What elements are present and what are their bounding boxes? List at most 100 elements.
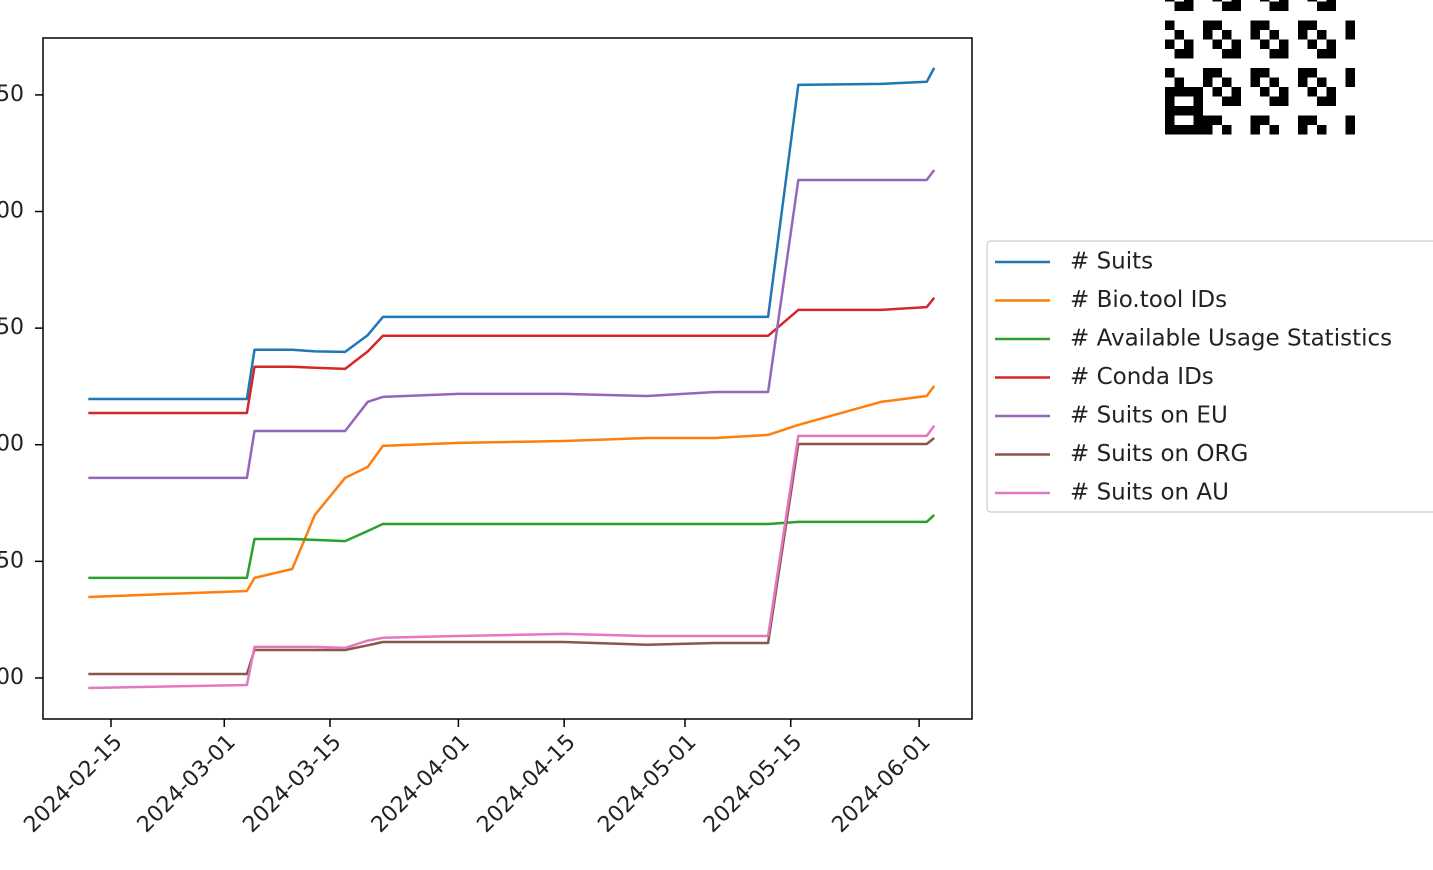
- qr-cell: [1203, 115, 1213, 125]
- legend-label: # Available Usage Statistics: [1070, 326, 1392, 352]
- qr-cell: [1203, 68, 1213, 78]
- qr-cell: [1250, 77, 1260, 87]
- qr-cell: [1193, 125, 1203, 135]
- qr-cell: [1165, 39, 1175, 49]
- qr-cell: [1298, 68, 1308, 78]
- qr-cell: [1326, 1, 1336, 11]
- qr-cell: [1165, 87, 1175, 97]
- x-tick-label: 2024-03-15: [238, 730, 346, 838]
- qr-cell: [1317, 125, 1327, 135]
- qr-cell: [1250, 125, 1260, 135]
- x-tick-label: 2024-06-01: [828, 730, 936, 838]
- series-line: [88, 437, 935, 676]
- legend-label: # Suits on AU: [1070, 480, 1229, 506]
- qr-cell: [1231, 87, 1241, 97]
- legend-box: [986, 240, 1433, 513]
- qr-cell: [1326, 96, 1336, 106]
- qr-cell: [1222, 77, 1232, 87]
- qr-cell: [1203, 125, 1213, 135]
- qr-cell: [1165, 125, 1175, 135]
- qr-cell: [1326, 49, 1336, 59]
- qr-cell: [1165, 115, 1175, 125]
- qr-cell: [1269, 125, 1279, 135]
- qr-cell: [1184, 49, 1194, 59]
- qr-cell: [1298, 20, 1308, 30]
- qr-cell: [1279, 0, 1289, 2]
- qr-cell: [1184, 0, 1194, 2]
- qr-cell: [1317, 30, 1327, 40]
- qr-cell: [1250, 20, 1260, 30]
- qr-cell: [1222, 125, 1232, 135]
- qr-cell: [1212, 0, 1222, 2]
- plot-frame: [42, 37, 973, 720]
- y-tick-label: 100: [0, 665, 24, 690]
- qr-code: [1165, 0, 1355, 135]
- qr-cell: [1174, 77, 1184, 87]
- x-tick-label: 2024-04-15: [473, 730, 581, 838]
- qr-cell: [1317, 49, 1327, 59]
- legend-label: # Conda IDs: [1070, 364, 1214, 390]
- y-tick-label: 150: [0, 548, 24, 573]
- qr-cell: [1260, 87, 1270, 97]
- qr-cell: [1193, 106, 1203, 116]
- qr-cell: [1212, 39, 1222, 49]
- qr-cell: [1193, 96, 1203, 106]
- qr-cell: [1279, 87, 1289, 97]
- qr-cell: [1279, 1, 1289, 11]
- qr-cell: [1279, 96, 1289, 106]
- qr-cell: [1307, 115, 1317, 125]
- qr-cell: [1317, 96, 1327, 106]
- qr-cell: [1174, 125, 1184, 135]
- qr-cell: [1345, 115, 1355, 125]
- qr-cell: [1260, 39, 1270, 49]
- qr-cell: [1231, 39, 1241, 49]
- qr-cell: [1174, 87, 1184, 97]
- qr-cell: [1250, 115, 1260, 125]
- series-line: [88, 513, 936, 580]
- qr-cell: [1345, 77, 1355, 87]
- series-line: [88, 67, 936, 401]
- qr-cell: [1165, 106, 1175, 116]
- qr-cell: [1165, 20, 1175, 30]
- x-tick-label: 2024-05-01: [593, 730, 701, 838]
- qr-cell: [1269, 77, 1279, 87]
- qr-cell: [1269, 49, 1279, 59]
- qr-cell: [1222, 49, 1232, 59]
- qr-cell: [1317, 77, 1327, 87]
- qr-cell: [1174, 1, 1184, 11]
- qr-cell: [1279, 39, 1289, 49]
- qr-cell: [1307, 20, 1317, 30]
- series-line: [88, 425, 936, 690]
- qr-cell: [1212, 68, 1222, 78]
- qr-cell: [1269, 96, 1279, 106]
- x-tick-label: 2024-02-15: [19, 730, 127, 838]
- qr-cell: [1222, 30, 1232, 40]
- qr-cell: [1298, 125, 1308, 135]
- qr-cell: [1184, 39, 1194, 49]
- qr-cell: [1317, 1, 1327, 11]
- x-tick-label: 2024-05-15: [699, 730, 807, 838]
- qr-cell: [1212, 87, 1222, 97]
- qr-cell: [1345, 68, 1355, 78]
- qr-cell: [1203, 77, 1213, 87]
- qr-cell: [1231, 1, 1241, 11]
- qr-cell: [1222, 96, 1232, 106]
- qr-cell: [1184, 87, 1194, 97]
- qr-cell: [1222, 1, 1232, 11]
- qr-cell: [1184, 1, 1194, 11]
- legend-label: # Suits: [1070, 249, 1153, 275]
- qr-cell: [1326, 87, 1336, 97]
- y-tick-label: 200: [0, 432, 24, 457]
- qr-cell: [1345, 125, 1355, 135]
- qr-cell: [1193, 115, 1203, 125]
- qr-cell: [1345, 20, 1355, 30]
- qr-cell: [1250, 30, 1260, 40]
- x-tick-label: 2024-03-01: [133, 730, 241, 838]
- qr-cell: [1165, 0, 1175, 2]
- legend-label: # Suits on EU: [1070, 403, 1228, 429]
- qr-cell: [1269, 30, 1279, 40]
- qr-cell: [1184, 106, 1194, 116]
- qr-cell: [1298, 115, 1308, 125]
